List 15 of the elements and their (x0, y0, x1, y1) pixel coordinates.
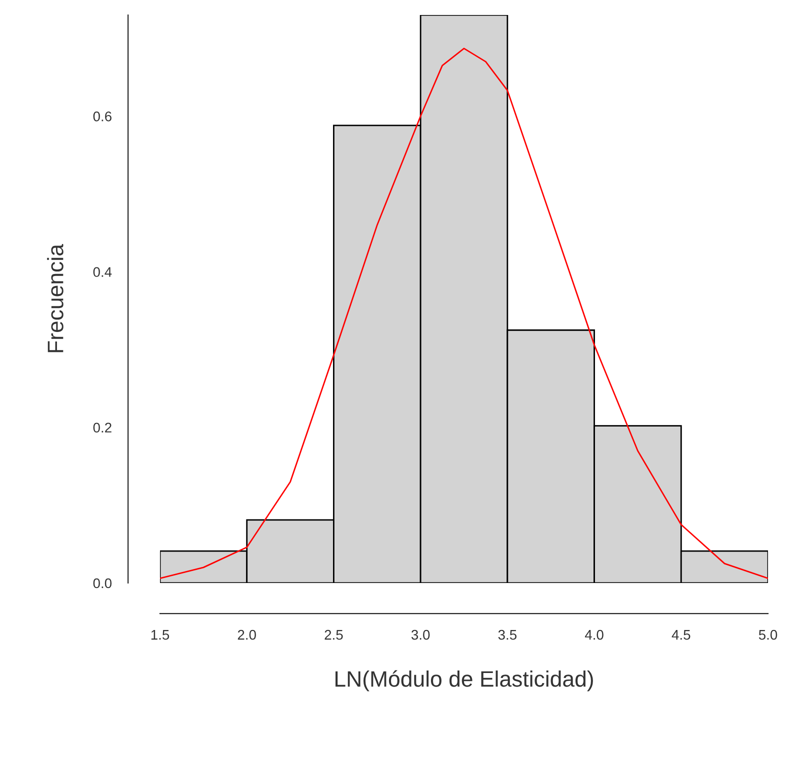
x-tick-label: 3.0 (411, 630, 430, 640)
x-tick-label: 4.5 (672, 630, 690, 640)
x-tick-label: 4.0 (584, 630, 604, 640)
x-tick-label: 1.5 (151, 630, 170, 640)
x-tick-label: 3.5 (498, 630, 516, 640)
y-tick-label: 0.0 (93, 578, 112, 588)
y-tick-label: 0.6 (93, 111, 112, 122)
y-axis-title: Frecuencia (47, 244, 64, 352)
y-tick-label: 0.2 (93, 422, 112, 433)
y-tick-label: 0.4 (93, 267, 112, 277)
line-series (160, 48, 768, 580)
x-tick-label: 5.0 (758, 630, 778, 640)
x-tick-label: 2.0 (238, 630, 256, 640)
x-tick-label: 2.5 (324, 630, 343, 640)
x-axis-title: LN(Módulo de Elasticidad) (336, 670, 593, 692)
